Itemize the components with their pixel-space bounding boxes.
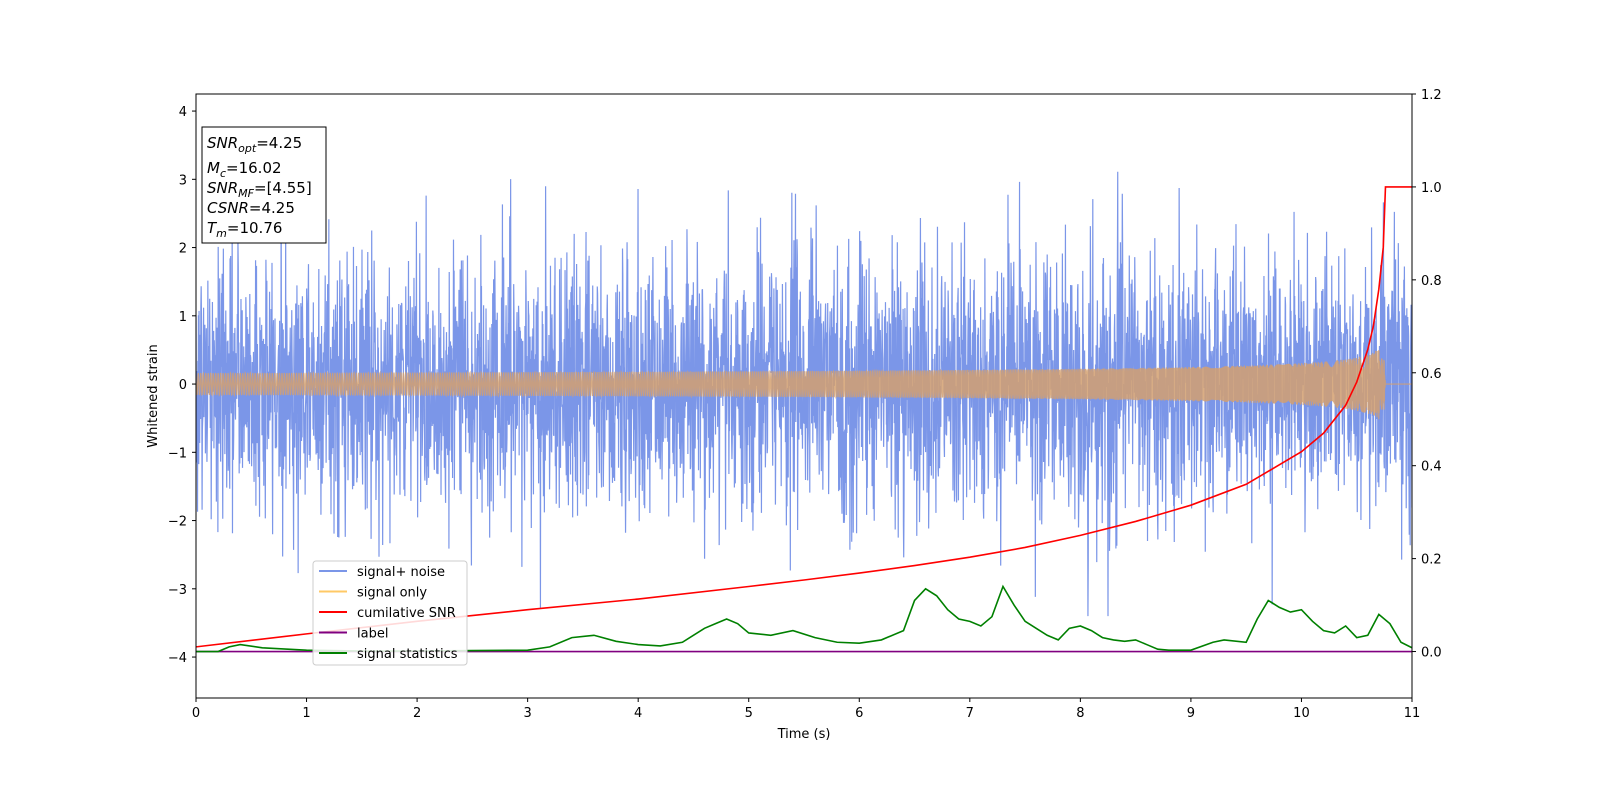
- legend-label: signal statistics: [357, 647, 458, 662]
- y-tick-label: 4: [179, 105, 187, 120]
- x-tick-label: 7: [966, 706, 974, 721]
- y2-tick-label: 1.0: [1421, 181, 1442, 196]
- series-signal-statistics: [196, 584, 1412, 653]
- info-box-frame: [201, 126, 327, 244]
- info-snr-mf: SNRMF=[4.55]: [207, 179, 312, 200]
- legend-label: signal+ noise: [357, 565, 445, 580]
- y-tick-label: 2: [179, 242, 187, 257]
- x-tick-label: 11: [1404, 706, 1421, 721]
- legend-label: cumilative SNR: [357, 606, 456, 621]
- x-tick-label: 9: [1187, 706, 1195, 721]
- y2-tick-label: 0.0: [1421, 646, 1442, 661]
- y2-tick-label: 0.4: [1421, 460, 1442, 475]
- x-tick-label: 6: [855, 706, 863, 721]
- x-tick-label: 5: [745, 706, 753, 721]
- series-cumulative-snr: [196, 186, 1412, 648]
- y2-tick-label: 1.2: [1421, 88, 1442, 103]
- x-tick-label: 3: [523, 706, 531, 721]
- y-tick-label: −1: [168, 446, 187, 461]
- x-tick-label: 1: [302, 706, 310, 721]
- info-tm: Tm=10.76: [207, 219, 282, 240]
- x-axis: 0 1 2 3 4 5 6 7 8 9 10 11: [192, 698, 1420, 721]
- series-signal-plus-noise: [196, 171, 1412, 617]
- info-mc: Mc=16.02: [207, 159, 282, 180]
- legend-frame: [312, 560, 468, 666]
- x-tick-label: 8: [1076, 706, 1084, 721]
- y-tick-label: 3: [179, 173, 187, 188]
- x-tick-label: 4: [634, 706, 642, 721]
- x-tick-label: 0: [192, 706, 200, 721]
- y-tick-label: 1: [179, 310, 187, 325]
- y-axis-left: 4 3 2 1 0 −1 −2 −3 −4: [168, 105, 196, 666]
- x-tick-label: 2: [413, 706, 421, 721]
- info-box: SNRopt=4.25 Mc=16.02 SNRMF=[4.55] CSNR=4…: [201, 126, 327, 244]
- legend: signal+ noise signal only cumilative SNR la…: [312, 560, 468, 666]
- y-tick-label: −2: [168, 515, 187, 530]
- info-snr-opt: SNRopt=4.25: [207, 134, 302, 155]
- info-csnr: CSNR=4.25: [207, 199, 295, 217]
- y-tick-label: −3: [168, 583, 187, 598]
- legend-label: signal only: [357, 586, 427, 601]
- y-tick-label: 0: [179, 378, 187, 393]
- y-axis-right: 1.2 1.0 0.8 0.6 0.4 0.2 0.0: [1412, 88, 1442, 661]
- y-tick-label: −4: [168, 651, 187, 666]
- y2-tick-label: 0.2: [1421, 553, 1442, 568]
- y-axis-label: Whitened strain: [146, 344, 161, 447]
- x-axis-label: Time (s): [777, 727, 831, 742]
- plot-frame: [195, 93, 1413, 699]
- x-tick-label: 10: [1293, 706, 1310, 721]
- y2-tick-label: 0.8: [1421, 274, 1442, 289]
- series-signal-only: [196, 350, 1412, 420]
- y2-tick-label: 0.6: [1421, 367, 1442, 382]
- legend-label: label: [357, 627, 388, 642]
